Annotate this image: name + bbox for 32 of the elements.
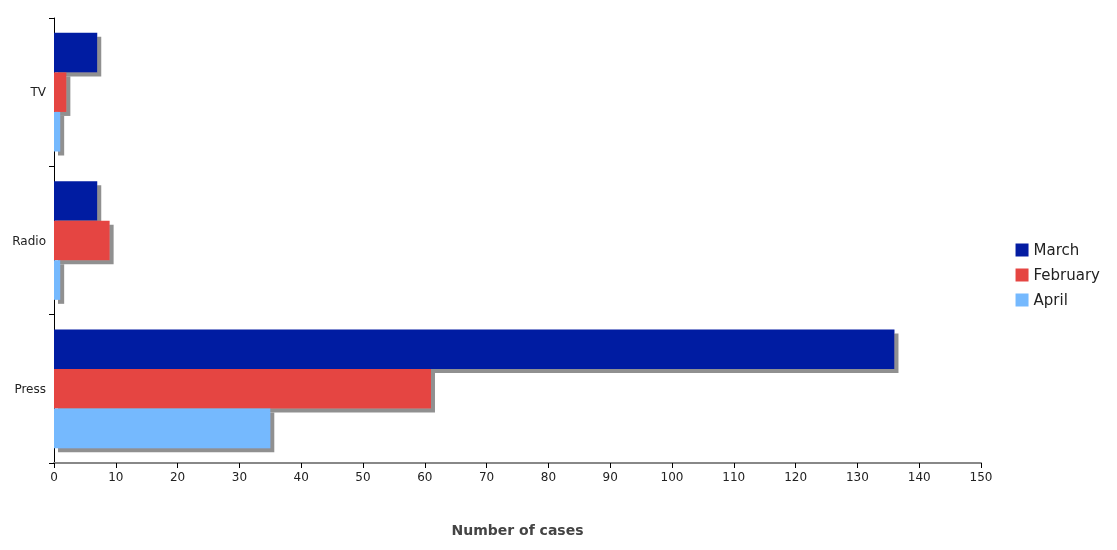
bar — [54, 369, 431, 409]
x-tick-label: 10 — [108, 470, 124, 484]
x-tick-label: 70 — [478, 470, 495, 484]
bar — [54, 111, 61, 152]
y-tick-label: TV — [29, 85, 47, 100]
x-tick-label: 50 — [355, 470, 371, 484]
x-tick-label: 40 — [293, 470, 309, 484]
x-tick-label: 150 — [969, 470, 993, 484]
bar — [54, 72, 67, 112]
x-tick-label: 0 — [50, 470, 58, 484]
y-tick-label: Radio — [12, 233, 46, 248]
bar — [54, 32, 98, 73]
x-tick-label: 90 — [602, 470, 618, 484]
x-tick-label: 120 — [784, 470, 808, 484]
x-tick-label: 140 — [907, 470, 931, 484]
x-axis-title: Number of cases — [451, 522, 584, 538]
x-tick-label: 80 — [540, 470, 557, 484]
legend-label: April — [1033, 291, 1068, 309]
x-tick-label: 60 — [417, 470, 433, 484]
y-tick-label: Press — [14, 381, 46, 396]
x-tick-label: 30 — [231, 470, 248, 484]
bar — [54, 220, 110, 261]
bar — [54, 181, 98, 221]
legend-label: March — [1033, 241, 1080, 259]
x-tick-label: 20 — [169, 470, 186, 484]
x-tick-label: 110 — [722, 470, 746, 484]
bar — [54, 260, 61, 300]
bar — [54, 408, 271, 449]
x-tick-label: 130 — [845, 470, 869, 484]
x-tick-label: 100 — [660, 470, 684, 484]
legend-label: February — [1033, 266, 1101, 284]
bar — [54, 329, 895, 370]
